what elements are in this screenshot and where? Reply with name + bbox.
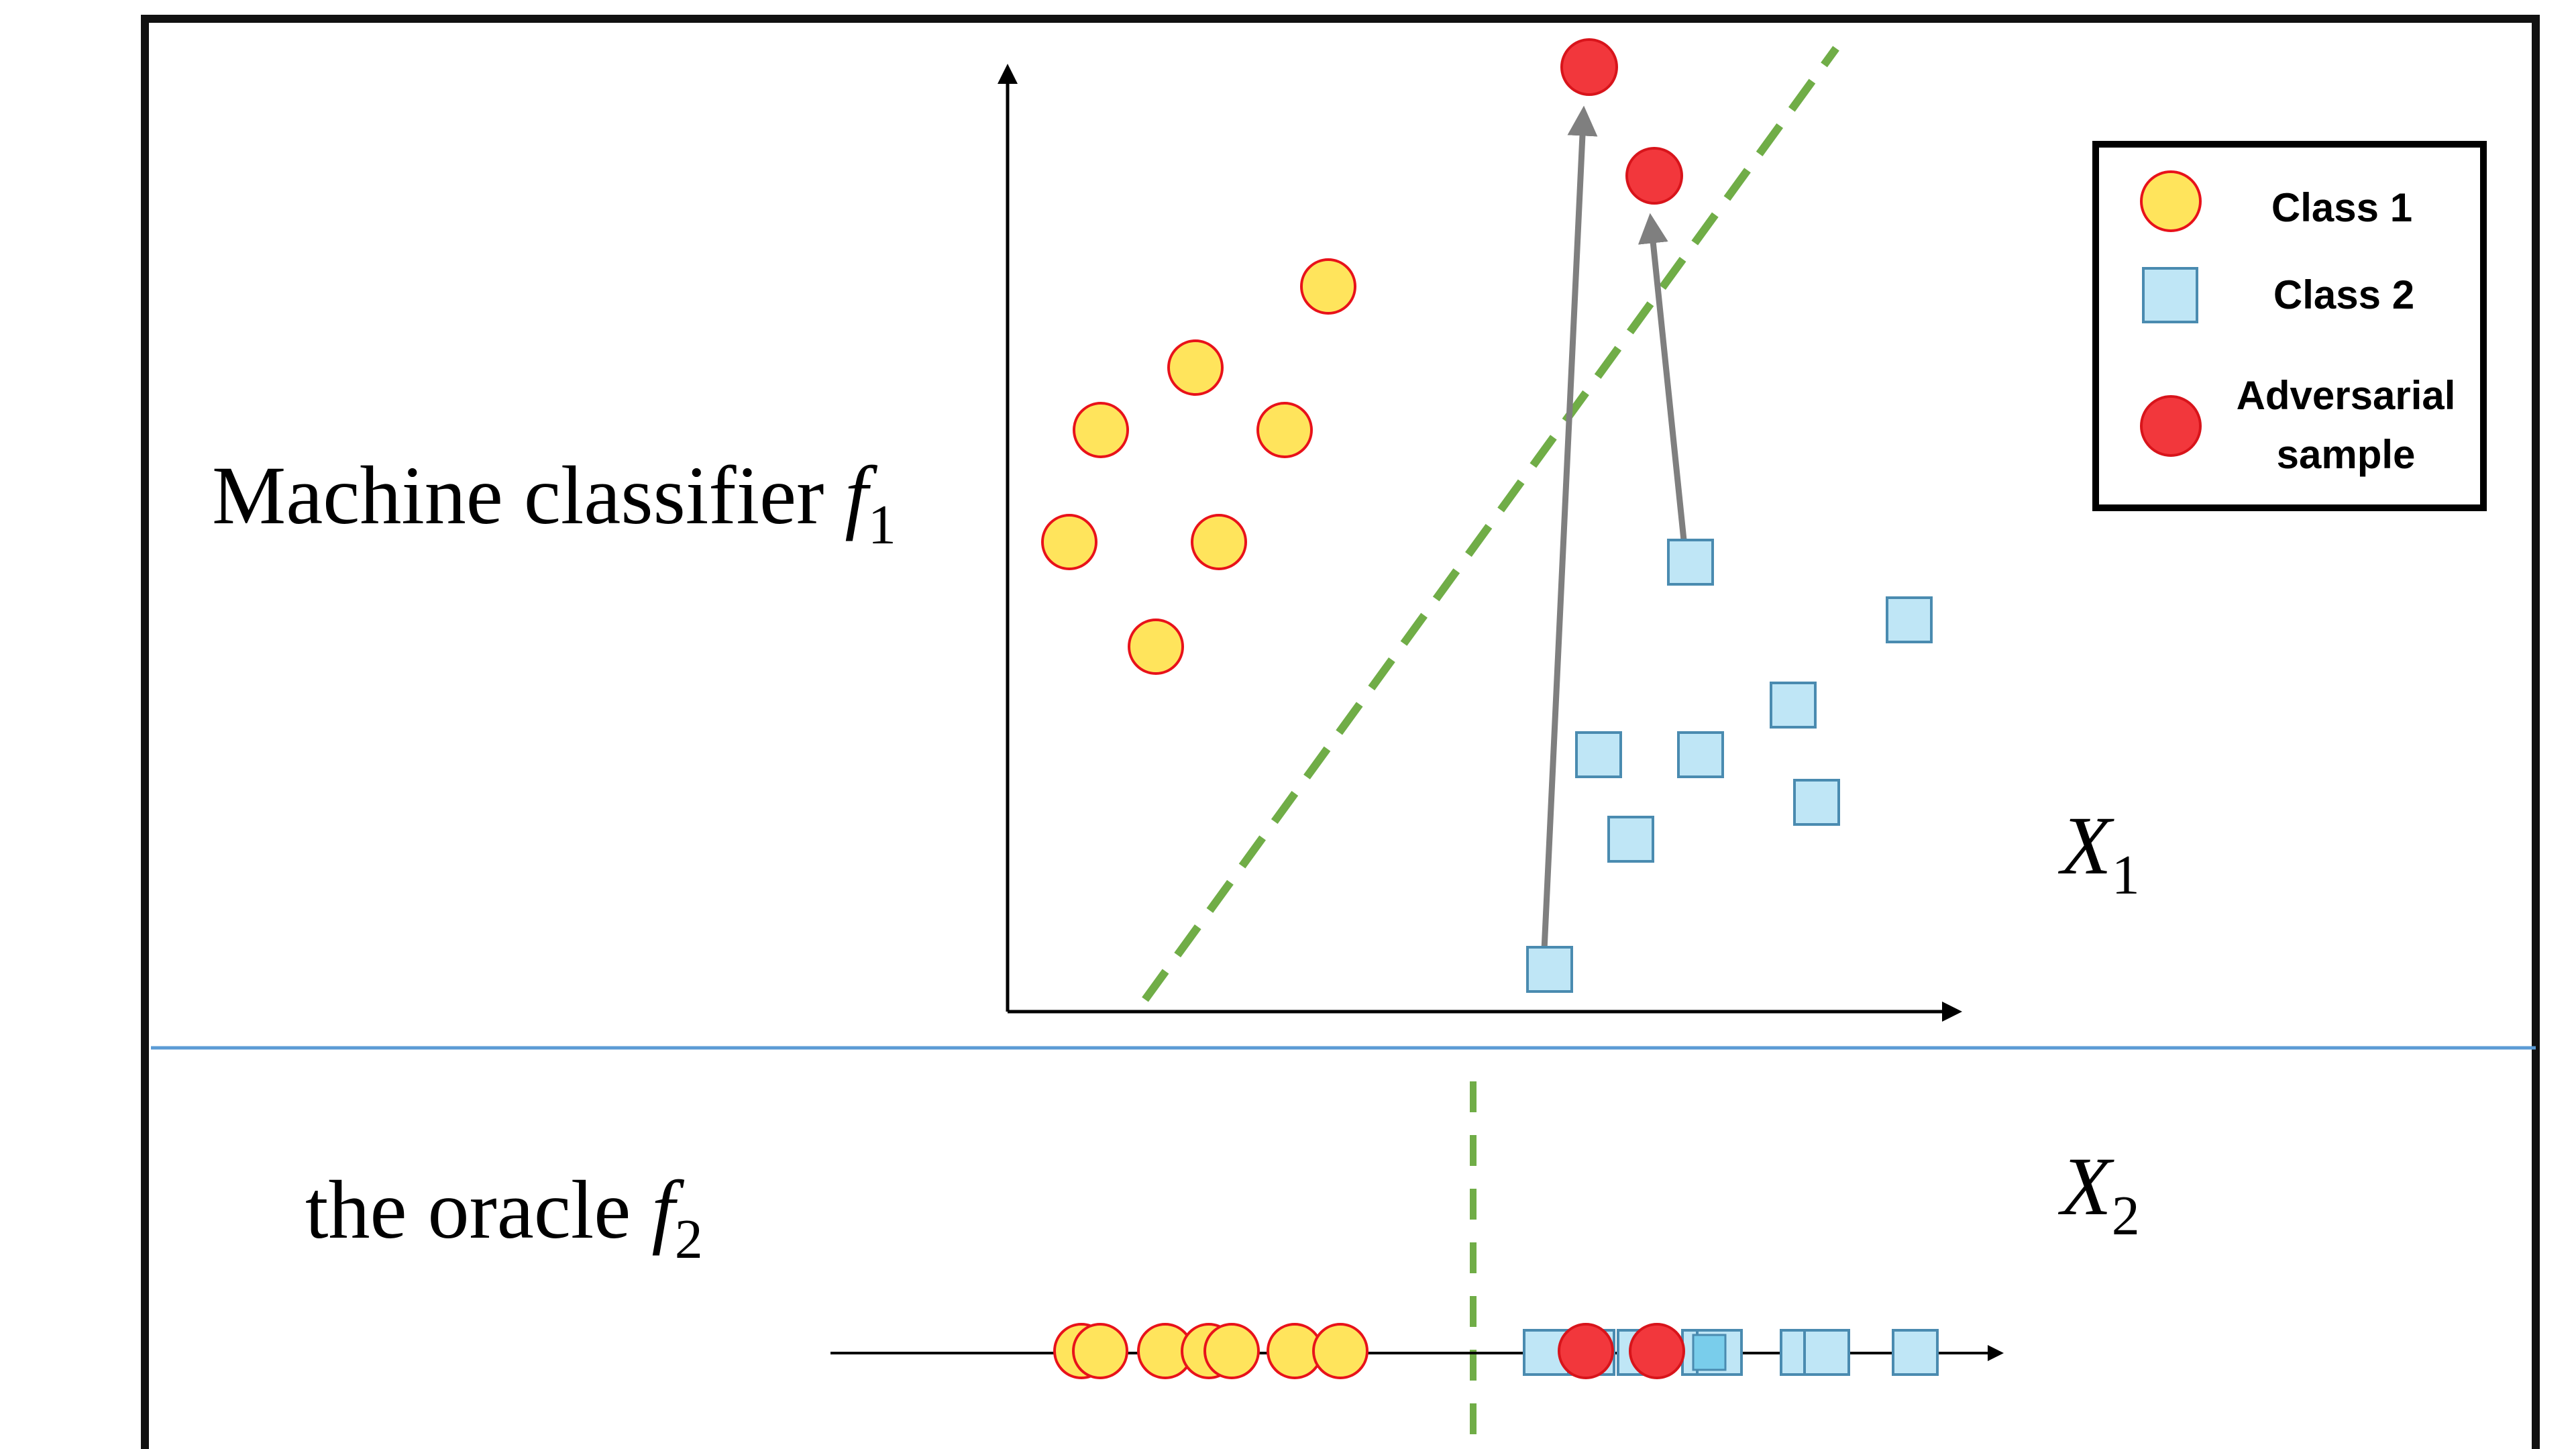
class2-points xyxy=(1526,539,1933,993)
adversarial-points xyxy=(1560,38,1683,205)
legend: Class 1 Class 2 Adversarial sample xyxy=(2092,141,2487,511)
class1-point xyxy=(1073,402,1129,458)
x2-axis-label: X2 xyxy=(2057,1140,2140,1247)
class2-point xyxy=(1667,539,1714,586)
class1-point xyxy=(1041,514,1097,570)
adversarial-point xyxy=(1560,38,1618,96)
legend-class1-swatch xyxy=(2140,170,2202,232)
legend-adversarial-label-line1: Adversarial xyxy=(2237,373,2456,418)
legend-class1-label: Class 1 xyxy=(2271,185,2412,230)
x1-axis-label: X1 xyxy=(2057,800,2140,906)
adversarial-point xyxy=(1625,147,1683,205)
class1-point xyxy=(1256,402,1313,458)
projected-class1-point xyxy=(1203,1323,1260,1379)
perturbation-arrow xyxy=(1541,105,1598,951)
class2-point xyxy=(1770,682,1817,729)
class1-point xyxy=(1128,619,1184,675)
perturbation-arrow xyxy=(1638,213,1687,541)
legend-adversarial-label-line2: sample xyxy=(2277,432,2416,477)
projected-class2-point xyxy=(1803,1329,1850,1376)
oracle-label: the oracle f2 xyxy=(305,1164,703,1271)
class2-point xyxy=(1793,779,1840,826)
bottom-panel: the oracle f2 X2 xyxy=(305,1081,2140,1436)
class2-point xyxy=(1886,596,1933,643)
top-panel: Machine classifier f1 X1 Class 1 Class 2… xyxy=(212,38,2487,1022)
class1-point xyxy=(1300,258,1356,315)
class1-points xyxy=(1041,258,1356,675)
projected-class1-points xyxy=(1053,1323,1368,1379)
class1-point xyxy=(1191,514,1247,570)
class2-point xyxy=(1677,731,1724,778)
class2-point xyxy=(1526,946,1573,993)
projected-adversarial-point xyxy=(1629,1323,1685,1379)
projected-adversarial-point xyxy=(1558,1323,1614,1379)
classifier-label: Machine classifier f1 xyxy=(212,449,896,556)
decision-boundary xyxy=(1142,46,1839,1002)
projected-class2-overlap xyxy=(1692,1334,1727,1371)
projected-adversarial-points xyxy=(1558,1323,1685,1379)
legend-class2-label: Class 2 xyxy=(2273,272,2414,317)
projected-class1-point xyxy=(1312,1323,1368,1379)
projected-class2-point xyxy=(1523,1329,1570,1376)
class2-point xyxy=(1607,816,1654,863)
outer-frame xyxy=(141,15,2540,1449)
class2-point xyxy=(1575,731,1622,778)
legend-adversarial-swatch xyxy=(2140,395,2202,457)
legend-class2-swatch xyxy=(2142,267,2198,323)
projected-class1-point xyxy=(1072,1323,1128,1379)
class1-point xyxy=(1167,339,1224,396)
projected-class2-point xyxy=(1892,1329,1939,1376)
